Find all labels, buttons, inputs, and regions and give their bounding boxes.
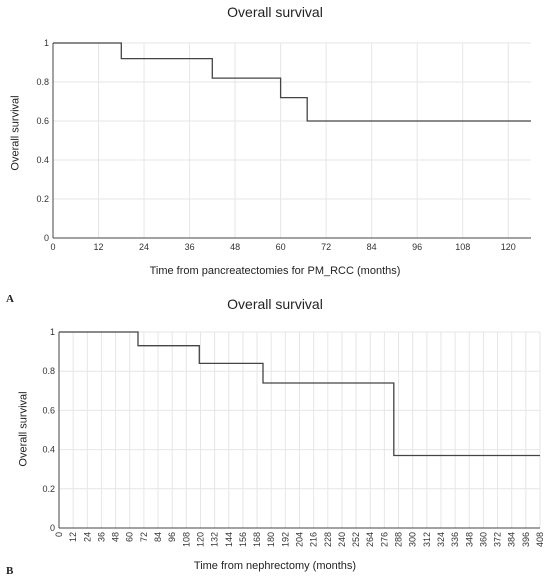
- x-tick-label: 324: [436, 532, 446, 547]
- x-tick-label: 384: [507, 532, 517, 547]
- x-tick-label: 288: [394, 532, 404, 547]
- x-tick-label: 156: [238, 532, 248, 547]
- x-tick-label: 312: [422, 532, 432, 547]
- x-tick-label: 0: [50, 242, 55, 252]
- y-tick-label: 0.8: [42, 366, 55, 376]
- x-tick-label: 144: [224, 532, 234, 547]
- x-tick-label: 168: [252, 532, 262, 547]
- x-tick-label: 24: [82, 532, 92, 542]
- x-tick-label: 36: [185, 242, 195, 252]
- y-axis-label: Overall survival: [17, 391, 30, 467]
- y-tick-label: 1: [44, 38, 49, 48]
- chart-title: Overall survival: [227, 4, 323, 20]
- x-tick-label: 72: [321, 242, 331, 252]
- x-tick-label: 72: [139, 532, 149, 542]
- x-tick-label: 36: [96, 532, 106, 542]
- x-tick-label: 108: [455, 242, 470, 252]
- y-tick-label: 0: [44, 233, 49, 243]
- x-tick-label: 96: [412, 242, 422, 252]
- survival-chart-a: Overall survival 0 0.2 0.4 0.6 0.8 1 0 12 24 36 48…: [6, 4, 531, 305]
- x-tick-label: 408: [535, 532, 545, 547]
- x-tick-label: 108: [181, 532, 191, 547]
- x-axis-label: Time from pancreatectomies for PM_RCC (m…: [149, 265, 401, 277]
- survival-curve: [59, 331, 540, 457]
- survival-chart-b: Overall survival 0 0.2 0.4 0.6 0.8 1 0 12 24 36 48…: [0, 293, 550, 579]
- panel-label: B: [6, 565, 14, 577]
- x-tick-label: 120: [195, 532, 205, 547]
- x-tick-label: 60: [125, 532, 135, 542]
- x-tick-label: 348: [464, 532, 474, 547]
- x-tick-label: 0: [54, 532, 64, 537]
- x-tick-label: 96: [167, 532, 177, 542]
- x-tick-label: 60: [276, 242, 286, 252]
- panel-label: A: [6, 293, 14, 305]
- y-tick-label: 0.6: [42, 405, 55, 415]
- y-tick-label: 0.8: [36, 77, 49, 87]
- x-tick-label: 300: [408, 532, 418, 547]
- x-tick-label: 24: [139, 242, 149, 252]
- x-tick-label: 276: [379, 532, 389, 547]
- x-axis-label: Time from nephrectomy (months): [193, 560, 357, 572]
- plot-area: 0 0.2 0.4 0.6 0.8 1 0 12 24 36 48 60 72 84 96 108 120 132…: [42, 327, 545, 547]
- x-tick-label: 216: [309, 532, 319, 547]
- x-tick-label: 12: [68, 532, 78, 542]
- y-tick-label: 0.4: [36, 155, 49, 165]
- x-tick-label: 372: [493, 532, 503, 547]
- x-tick-label: 120: [501, 242, 516, 252]
- y-tick-label: 0: [50, 523, 55, 533]
- y-tick-label: 0.6: [36, 116, 49, 126]
- x-tick-label: 396: [521, 532, 531, 547]
- x-tick-label: 336: [450, 532, 460, 547]
- y-tick-label: 0.2: [42, 484, 55, 494]
- x-tick-label: 12: [94, 242, 104, 252]
- x-tick-label: 204: [295, 532, 305, 547]
- y-tick-label: 0.2: [36, 194, 49, 204]
- x-tick-label: 84: [367, 242, 377, 252]
- x-tick-label: 228: [323, 532, 333, 547]
- x-tick-label: 48: [230, 242, 240, 252]
- y-tick-label: 1: [50, 327, 55, 337]
- y-axis-label: Overall survival: [9, 95, 22, 171]
- x-tick-label: 240: [337, 532, 347, 547]
- x-tick-label: 48: [111, 532, 121, 542]
- x-tick-label: 192: [280, 532, 290, 547]
- x-tick-label: 264: [365, 532, 375, 547]
- x-tick-label: 84: [153, 532, 163, 542]
- x-tick-label: 180: [266, 532, 276, 547]
- chart-title: Overall survival: [227, 296, 323, 312]
- plot-area: 0 0.2 0.4 0.6 0.8 1 0 12 24 36 48 60 72 84 96 108 120: [36, 38, 531, 252]
- survival-curve: [53, 42, 531, 122]
- y-tick-label: 0.4: [42, 445, 55, 455]
- x-tick-label: 132: [210, 532, 220, 547]
- x-tick-label: 252: [351, 532, 361, 547]
- x-tick-label: 360: [478, 532, 488, 547]
